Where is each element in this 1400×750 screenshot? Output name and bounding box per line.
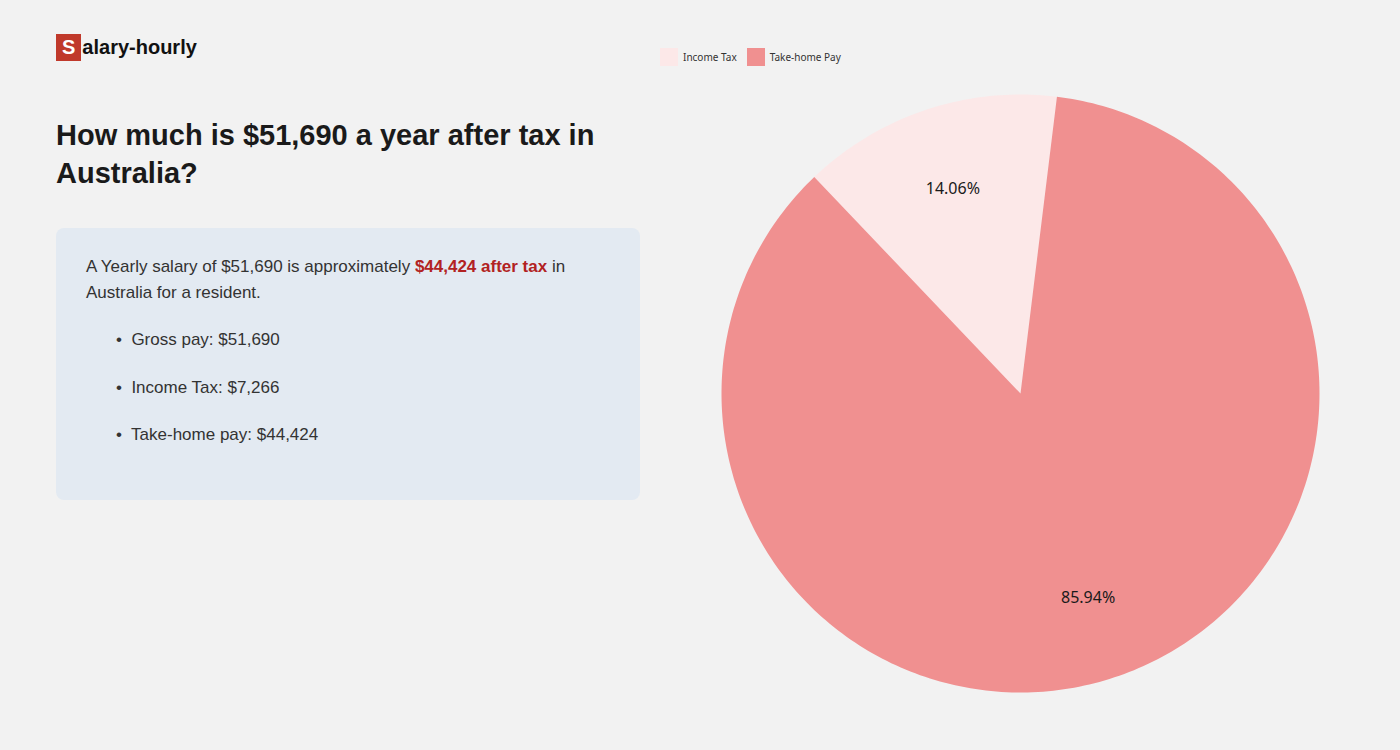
html-text:Income Tax: Income Tax	[683, 49, 737, 64]
html-text:• Gross pay: $51,690: • Gross pay: $51,690	[116, 330, 280, 350]
svg-text:14.06%: 14.06%	[926, 177, 980, 199]
html-text:S alary-hourly: S alary-hourly	[62, 36, 197, 58]
svg-text:85.94%: 85.94%	[1061, 586, 1115, 608]
html-text:• Take-home pay: $44,424: • Take-home pay: $44,424	[116, 425, 319, 445]
html-text:A Yearly salary of $51,690 is: A Yearly salary of $51,690 is approximat…	[86, 257, 566, 277]
html-text:Australia for a resident.: Australia for a resident.	[86, 282, 261, 302]
html-text:How much is $51,690 a year aft: How much is $51,690 a year after tax in …	[56, 119, 595, 189]
html-text:Take-home Pay: Take-home Pay	[769, 49, 841, 64]
html-text:• Income Tax: $7,266: • Income Tax: $7,266	[116, 377, 280, 397]
